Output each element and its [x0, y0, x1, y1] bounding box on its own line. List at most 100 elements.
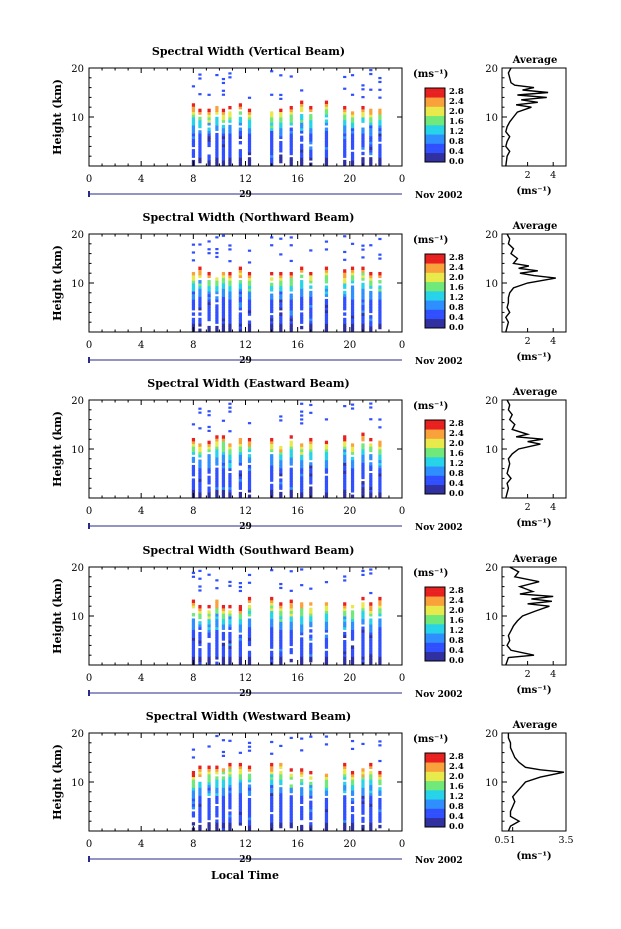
- data-cell: [270, 159, 274, 164]
- data-cell: [343, 797, 347, 802]
- data-cell: [361, 105, 365, 110]
- data-cell: [350, 138, 355, 142]
- data-cell: [300, 320, 304, 324]
- data-cell: [378, 494, 382, 498]
- data-cell: [279, 822, 283, 826]
- data-cell: [238, 130, 242, 134]
- data-cell: [289, 236, 293, 239]
- data-cell: [309, 132, 313, 137]
- data-cell: [238, 473, 242, 477]
- profile-column: [378, 418, 382, 498]
- data-cell: [324, 146, 329, 150]
- data-cell: [361, 626, 365, 630]
- data-cell: [279, 97, 283, 100]
- data-cell: [309, 735, 313, 738]
- data-cell: [289, 151, 293, 156]
- data-cell: [191, 656, 196, 660]
- data-cell: [378, 781, 382, 786]
- data-cell: [238, 629, 242, 633]
- data-cell: [221, 475, 226, 480]
- data-cell: [228, 604, 232, 609]
- data-cell: [343, 132, 347, 137]
- data-cell: [343, 307, 347, 311]
- data-cell: [300, 824, 304, 829]
- data-cell: [238, 475, 242, 480]
- data-cell: [270, 149, 274, 153]
- data-cell: [378, 280, 382, 284]
- data-cell: [324, 481, 329, 485]
- data-cell: [300, 640, 304, 644]
- data-cell: [309, 811, 313, 815]
- data-cell: [289, 467, 293, 472]
- colorbar-frame: [424, 87, 446, 163]
- data-cell: [350, 658, 355, 663]
- data-cell: [369, 765, 373, 769]
- data-cell: [238, 443, 242, 447]
- data-cell: [350, 157, 355, 161]
- data-cell: [221, 293, 226, 297]
- avg-unit-label: (ms⁻¹): [516, 518, 551, 529]
- data-cell: [289, 610, 293, 614]
- profile-column: [207, 240, 211, 332]
- data-cell: [361, 656, 365, 660]
- data-cell: [289, 650, 293, 655]
- data-cell: [350, 159, 355, 164]
- data-cell: [309, 443, 313, 447]
- colorbar-tick-label: 1.6: [449, 616, 464, 626]
- data-cell: [228, 483, 232, 488]
- data-cell: [198, 607, 202, 612]
- data-cell: [228, 298, 232, 303]
- data-cell: [221, 280, 226, 284]
- data-cell: [270, 765, 274, 769]
- data-cell: [228, 795, 232, 799]
- data-cell: [270, 132, 274, 137]
- data-cell: [309, 491, 313, 496]
- data-cell: [369, 406, 373, 409]
- data-cell: [300, 618, 304, 622]
- data-cell: [289, 149, 293, 153]
- data-cell: [228, 478, 232, 482]
- data-cell: [300, 448, 304, 453]
- colorbar-segment: [425, 817, 445, 823]
- data-cell: [228, 290, 232, 295]
- data-cell: [279, 795, 283, 799]
- data-cell: [300, 806, 304, 810]
- data-cell: [215, 127, 219, 131]
- data-cell: [350, 653, 355, 657]
- data-cell: [309, 470, 313, 474]
- data-cell: [361, 464, 365, 469]
- profile-column: [361, 84, 365, 166]
- data-cell: [247, 494, 252, 498]
- data-cell: [207, 787, 211, 791]
- colorbar-segment: [425, 309, 445, 315]
- data-cell: [191, 149, 196, 153]
- data-cell: [300, 454, 304, 458]
- data-cell: [238, 789, 242, 794]
- data-cell: [289, 259, 293, 263]
- data-cell: [343, 615, 347, 620]
- data-cell: [198, 481, 202, 485]
- data-cell: [369, 143, 373, 148]
- data-cell: [228, 132, 232, 137]
- data-cell: [228, 797, 232, 802]
- colorbar-tick-label: 1.2: [449, 127, 464, 137]
- data-cell: [378, 285, 382, 289]
- data-cell: [324, 320, 329, 324]
- data-cell: [309, 822, 313, 826]
- data-cell: [324, 269, 329, 273]
- data-cell: [270, 456, 274, 461]
- data-cell: [238, 103, 242, 107]
- data-cell: [228, 773, 232, 778]
- profile-column: [324, 735, 329, 831]
- data-cell: [324, 486, 329, 490]
- data-cell: [361, 806, 365, 810]
- data-cell: [343, 141, 347, 145]
- data-cell: [350, 154, 355, 158]
- data-cell: [198, 328, 202, 332]
- data-cell: [198, 569, 202, 572]
- avg-y-tick-label: 10: [485, 778, 498, 789]
- data-cell: [289, 325, 293, 330]
- data-cell: [247, 661, 252, 665]
- data-cell: [361, 146, 365, 150]
- data-cell: [215, 642, 219, 647]
